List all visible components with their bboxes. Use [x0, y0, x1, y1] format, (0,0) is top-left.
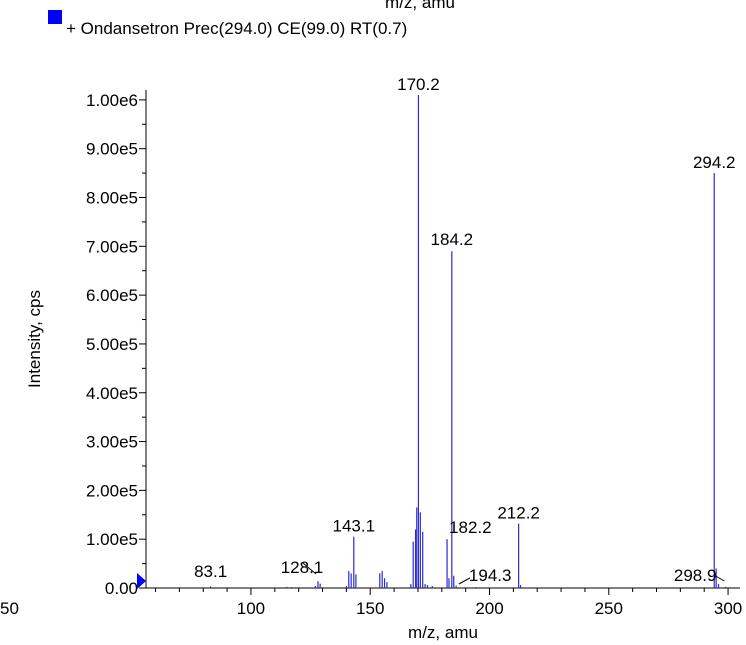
- peak-label-leader: [302, 562, 317, 575]
- peak-label: 128.1: [281, 558, 324, 577]
- axes: [145, 90, 740, 589]
- y-axis-title: Intensity, cps: [25, 290, 44, 388]
- y-tick-label: 5.00e5: [86, 335, 138, 354]
- peak-label: 83.1: [194, 562, 227, 581]
- peak-label: 170.2: [397, 75, 440, 94]
- x-axis-title: m/z, amu: [408, 623, 478, 642]
- x-tick-label: 300: [714, 599, 742, 618]
- peak-label: 143.1: [333, 517, 376, 536]
- y-tick-label: 1.00e6: [86, 91, 138, 110]
- legend-swatch: [48, 10, 62, 24]
- y-tick-label: 4.00e5: [86, 384, 138, 403]
- peak-label: 212.2: [497, 504, 540, 523]
- peak-label: 294.2: [693, 153, 736, 172]
- y-tick-label: 0.00: [105, 579, 138, 598]
- x-tick-label: 250: [595, 599, 623, 618]
- peak-label: 184.2: [431, 230, 474, 249]
- cropped-top-axis-label: m/z, amu: [385, 0, 455, 12]
- x-axis-ticks: 50 100 150 200 250 300: [0, 588, 742, 618]
- x-tick-label: 50: [0, 599, 19, 618]
- peak-label: 194.3: [469, 566, 512, 585]
- peak-label: 298.9: [674, 566, 717, 585]
- y-tick-label: 9.00e5: [86, 140, 138, 159]
- y-tick-label: 2.00e5: [86, 481, 138, 500]
- x-tick-label: 200: [475, 599, 503, 618]
- y-tick-label: 8.00e5: [86, 189, 138, 208]
- baseline-marker: [137, 573, 146, 589]
- peak-label-leader: [715, 575, 725, 582]
- x-tick-label: 150: [356, 599, 384, 618]
- peak-label: 182.2: [449, 518, 492, 537]
- y-tick-label: 1.00e5: [86, 530, 138, 549]
- x-tick-label: 100: [237, 599, 265, 618]
- y-tick-label: 3.00e5: [86, 433, 138, 452]
- peak-labels: 170.2 294.2 184.2 143.1 182.2 212.2 83.1 128.1 1…: [194, 75, 735, 585]
- peak-label-leader: [458, 577, 471, 585]
- legend-label: + Ondansetron Prec(294.0) CE(99.0) RT(0.…: [66, 19, 407, 38]
- spectrum-peaks: [195, 95, 727, 588]
- y-tick-label: 7.00e5: [86, 237, 138, 256]
- y-axis-ticks: 0.00 1.00e5 2.00e5 3.00e5 4.00e5 5.00e5 6.00e5…: [86, 91, 146, 598]
- y-tick-label: 6.00e5: [86, 286, 138, 305]
